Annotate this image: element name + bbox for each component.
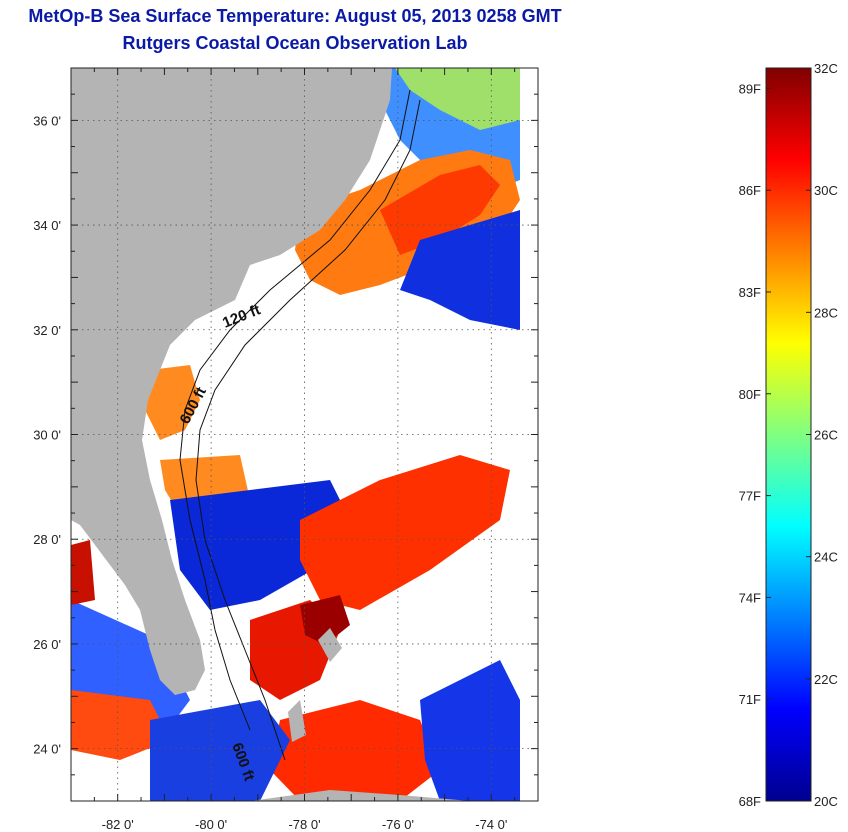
latitude-labels: 36 0' 34 0' 32 0' 30 0' 28 0' 26 0' 24 0'	[33, 113, 61, 756]
contour-120ft	[179, 89, 411, 731]
lon-tick-label: -74 0'	[475, 817, 507, 832]
colorbar-celsius-label: 32C	[814, 61, 838, 76]
colorbar-celsius-labels: 32C 30C 28C 26C 24C 22C 20C	[814, 61, 838, 809]
colorbar-fahrenheit-label: 80F	[739, 387, 761, 402]
colorbar-celsius-label: 26C	[814, 428, 838, 443]
sst-patch-carolina-red	[380, 165, 500, 255]
colorbar-celsius-label: 30C	[814, 183, 838, 198]
sst-patch-south-red	[270, 700, 440, 801]
map-axis-ticks	[70, 67, 539, 802]
colorbar-ticks	[766, 67, 811, 802]
colorbar	[765, 67, 812, 802]
colorbar-fahrenheit-label: 71F	[739, 692, 761, 707]
lat-tick-label: 28 0'	[33, 532, 61, 547]
colorbar-celsius-label: 28C	[814, 305, 838, 320]
colorbar-celsius-label: 24C	[814, 550, 838, 565]
contour-600ft	[195, 99, 421, 761]
sst-patch-gulf-edge-red	[71, 540, 95, 605]
lon-tick-label: -78 0'	[288, 817, 320, 832]
colorbar-fahrenheit-label: 77F	[739, 489, 761, 504]
colorbar-fahrenheit-label: 89F	[739, 81, 761, 96]
land-bahamas-2	[288, 700, 306, 742]
colorbar-fahrenheit-label: 83F	[739, 285, 761, 300]
lon-tick-label: -82 0'	[102, 817, 134, 832]
sst-patch-bahamas-dark	[300, 595, 350, 645]
lon-tick-label: -76 0'	[382, 817, 414, 832]
sst-patch-central-red	[300, 455, 510, 610]
sst-patch-offshore-blue	[400, 210, 520, 330]
graticule	[71, 68, 538, 801]
sst-patch-north-green	[395, 68, 520, 130]
lat-tick-label: 26 0'	[33, 637, 61, 652]
lat-tick-label: 36 0'	[33, 113, 61, 128]
lat-tick-label: 32 0'	[33, 323, 61, 338]
colorbar-fahrenheit-label: 86F	[739, 183, 761, 198]
longitude-labels: -82 0' -80 0' -78 0' -76 0' -74 0'	[102, 817, 508, 832]
sst-patch-south-blue	[420, 660, 520, 801]
lat-tick-label: 34 0'	[33, 218, 61, 233]
bathymetry-contours	[179, 89, 421, 761]
map-title: MetOp-B Sea Surface Temperature: August …	[28, 6, 562, 26]
land-bahamas	[318, 628, 342, 662]
colorbar-fahrenheit-label: 74F	[739, 590, 761, 605]
colorbar-celsius-label: 20C	[814, 794, 838, 809]
land-mainland	[71, 68, 392, 695]
sst-patch-blue-band	[170, 480, 350, 610]
colorbar-fahrenheit-label: 68F	[739, 794, 761, 809]
sst-patch-shelf-orange	[145, 365, 200, 440]
colorbar-fahrenheit-labels: 89F 86F 83F 80F 77F 74F 71F 68F	[739, 81, 761, 809]
lat-tick-label: 24 0'	[33, 742, 61, 757]
sst-patch-gulf-red	[71, 690, 170, 760]
sst-field	[71, 68, 520, 801]
map-subtitle: Rutgers Coastal Ocean Observation Lab	[122, 33, 468, 53]
colorbar-celsius-label: 22C	[814, 672, 838, 687]
lon-tick-label: -80 0'	[195, 817, 227, 832]
sst-patch-keys-blue	[150, 700, 290, 801]
lat-tick-label: 30 0'	[33, 428, 61, 443]
